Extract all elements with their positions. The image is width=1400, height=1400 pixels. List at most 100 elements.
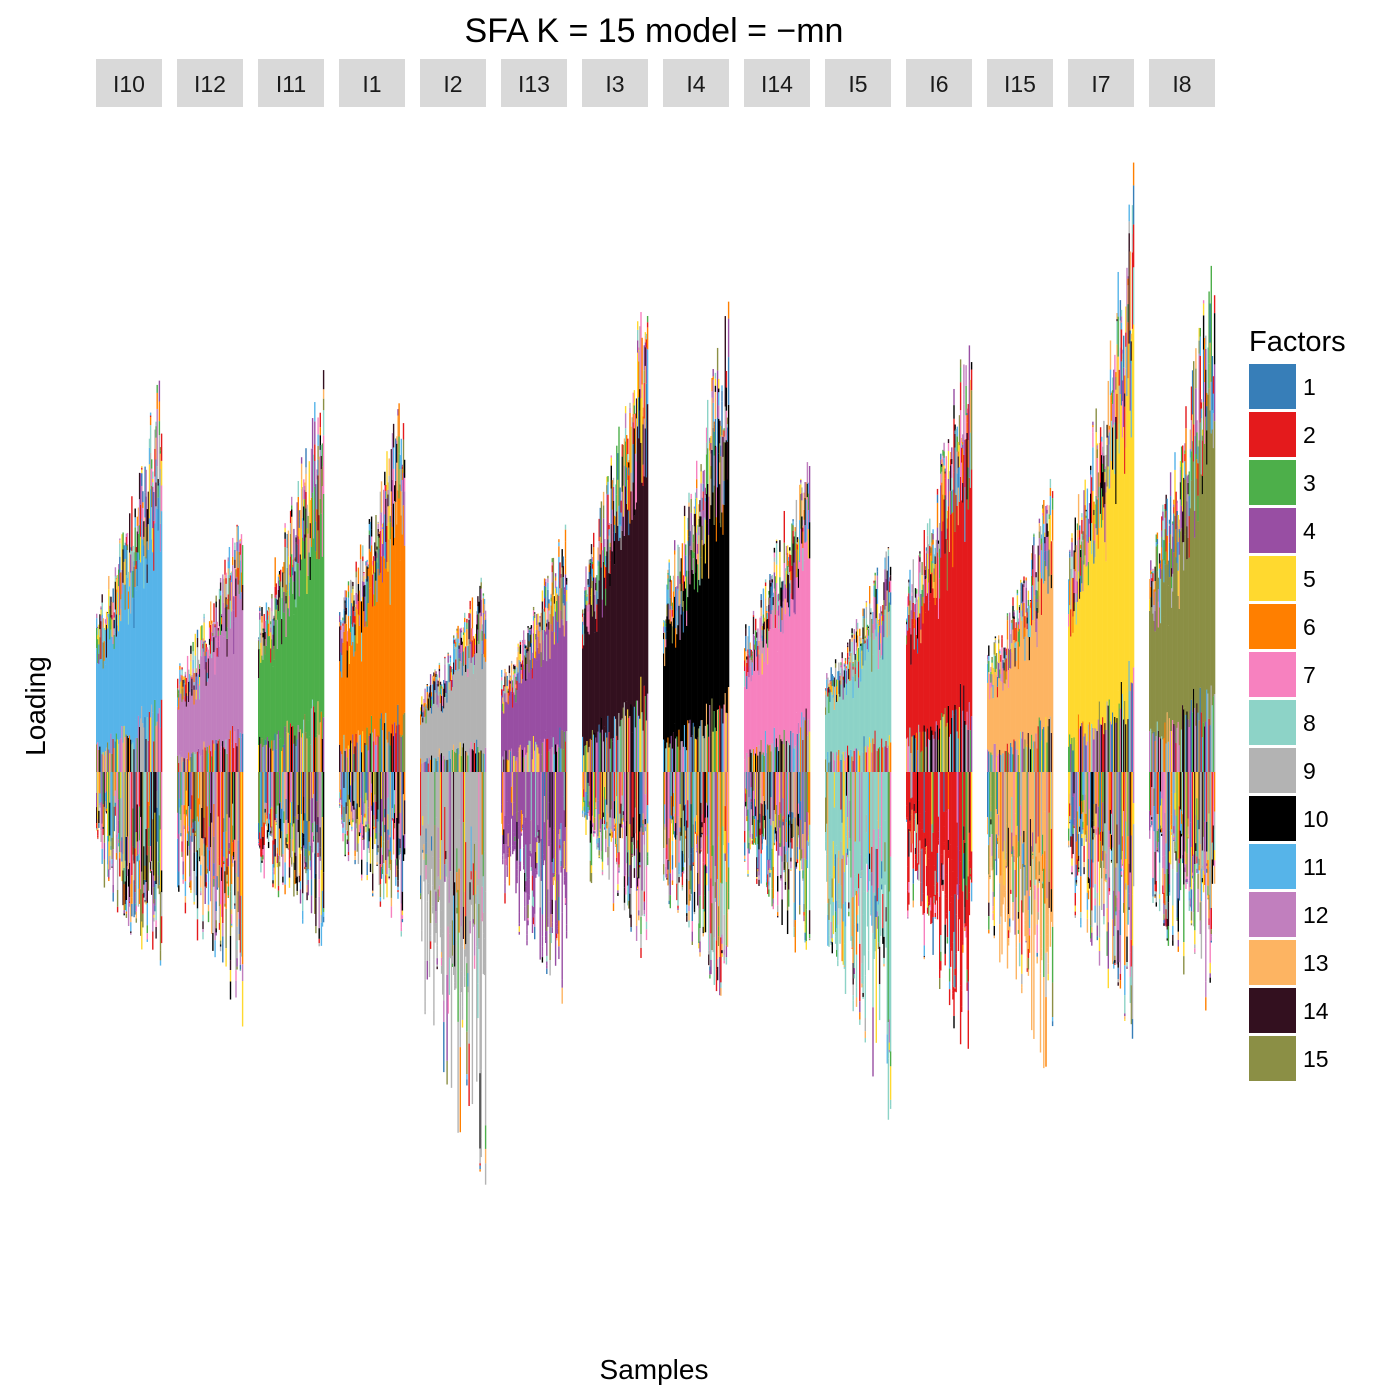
- bar-segment: [144, 880, 146, 897]
- bar-segment: [259, 832, 261, 846]
- bar-segment: [370, 792, 373, 806]
- bar-segment: [708, 933, 710, 951]
- bar-segment: [761, 630, 763, 636]
- bar-segment: [692, 573, 695, 723]
- bar-segment: [679, 639, 681, 750]
- bar-segment: [125, 734, 128, 772]
- bar-segment: [115, 636, 118, 734]
- bar-segment: [137, 854, 140, 889]
- bar-segment: [189, 887, 191, 889]
- bar-segment: [281, 618, 283, 645]
- panel-I3: [582, 312, 649, 958]
- bar-segment: [200, 772, 202, 865]
- bar-segment: [455, 638, 457, 643]
- bar-segment: [523, 630, 525, 648]
- bar-segment: [432, 684, 434, 706]
- bar-segment: [359, 822, 362, 829]
- bar-segment: [521, 814, 524, 825]
- bar-segment: [643, 382, 645, 419]
- bar-segment: [134, 565, 136, 588]
- bar-segment: [439, 772, 442, 880]
- bar-segment: [160, 916, 163, 944]
- bar-segment: [116, 837, 119, 890]
- bar-segment: [750, 649, 752, 657]
- bar-segment: [453, 635, 455, 638]
- bar-segment: [627, 454, 629, 462]
- bar-segment: [108, 613, 110, 750]
- bar-segment: [114, 806, 117, 816]
- bar-segment: [235, 569, 237, 579]
- bar-segment: [698, 535, 700, 580]
- bar-segment: [556, 586, 558, 594]
- bar-segment: [524, 639, 526, 642]
- bar-segment: [542, 659, 545, 742]
- bar-segment: [461, 772, 464, 947]
- bar-segment: [557, 744, 559, 772]
- bar-segment: [610, 457, 612, 462]
- bar-segment: [124, 736, 126, 772]
- bar-segment: [202, 772, 204, 839]
- bar-segment: [114, 790, 117, 803]
- bar-segment: [208, 745, 211, 772]
- bar-segment: [215, 772, 217, 902]
- bar-segment: [422, 717, 424, 723]
- bar-segment: [423, 859, 425, 882]
- bar-segment: [286, 590, 288, 721]
- bar-segment: [448, 902, 450, 934]
- bar-segment: [693, 817, 696, 892]
- bar-segment: [275, 749, 277, 772]
- bar-segment: [644, 824, 647, 827]
- bar-segment: [97, 819, 99, 830]
- bar-segment: [131, 550, 133, 572]
- bar-segment: [129, 772, 131, 863]
- bar-segment: [222, 923, 224, 937]
- bar-segment: [267, 823, 270, 833]
- bar-segment: [619, 813, 621, 824]
- bar-segment: [553, 603, 556, 610]
- bar-segment: [194, 633, 196, 656]
- bar-segment: [440, 957, 443, 966]
- bar-segment: [541, 630, 544, 743]
- bar-segment: [525, 817, 527, 845]
- bar-segment: [428, 692, 431, 698]
- bar-segment: [621, 818, 623, 825]
- bar-segment: [422, 762, 424, 772]
- bar-segment: [624, 428, 627, 442]
- bar-segment: [348, 799, 351, 820]
- bar-segment: [599, 772, 601, 820]
- bar-segment: [134, 527, 136, 566]
- bar-segment: [553, 872, 556, 875]
- bar-segment: [517, 751, 519, 772]
- bar-segment: [507, 760, 509, 772]
- bar-segment: [449, 871, 452, 925]
- bar-segment: [506, 675, 508, 687]
- bar-segment: [456, 892, 458, 906]
- bar-segment: [509, 678, 512, 682]
- bar-segment: [388, 505, 390, 540]
- bar-segment: [227, 886, 229, 896]
- bar-segment: [241, 981, 244, 1027]
- bar-segment: [363, 772, 365, 802]
- facet-strip-background: [825, 59, 891, 107]
- bar-segment: [700, 557, 702, 721]
- bar-segment: [378, 575, 380, 737]
- bar-segment: [272, 840, 274, 865]
- bar-segment: [599, 536, 601, 555]
- bar-segment: [455, 659, 457, 670]
- bar-segment: [123, 895, 125, 911]
- bar-segment: [547, 920, 549, 925]
- bar-segment: [193, 689, 195, 705]
- bar-segment: [270, 772, 272, 809]
- bar-segment: [627, 438, 629, 455]
- bar-segment: [237, 525, 239, 568]
- bar-segment: [629, 437, 631, 524]
- bar-segment: [480, 629, 482, 751]
- bar-segment: [185, 790, 188, 810]
- bar-segment: [380, 556, 383, 714]
- bar-segment: [96, 744, 98, 772]
- bar-segment: [672, 816, 675, 835]
- bar-segment: [195, 751, 198, 772]
- bar-segment: [103, 755, 106, 772]
- bar-segment: [591, 568, 594, 581]
- bar-segment: [552, 877, 555, 886]
